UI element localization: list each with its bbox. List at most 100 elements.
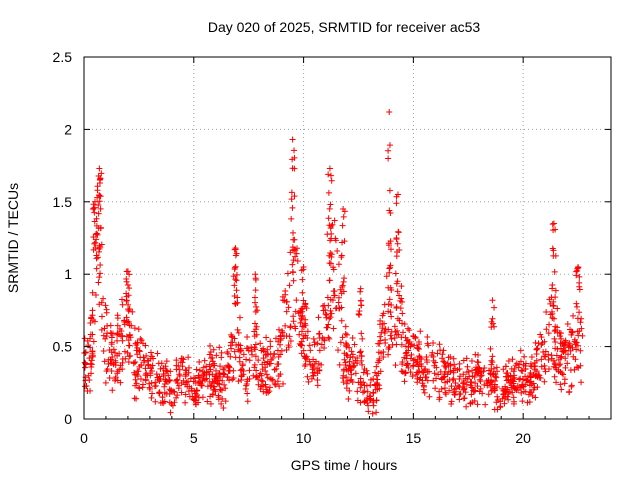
data-point xyxy=(112,374,119,381)
data-point xyxy=(440,358,447,365)
data-point xyxy=(102,379,109,386)
data-point xyxy=(244,334,251,341)
data-point xyxy=(155,360,162,367)
data-point xyxy=(456,366,463,373)
data-point xyxy=(138,337,145,344)
data-point xyxy=(224,374,231,381)
data-point xyxy=(512,362,519,369)
data-point xyxy=(182,399,189,406)
data-point xyxy=(386,187,393,194)
data-point xyxy=(95,202,102,209)
data-point xyxy=(97,244,104,251)
data-point xyxy=(487,384,494,391)
data-point xyxy=(463,381,470,388)
data-point xyxy=(556,362,563,369)
data-point xyxy=(522,365,529,372)
data-point xyxy=(340,372,347,379)
data-point xyxy=(291,165,298,172)
x-tick-label: 15 xyxy=(406,430,422,446)
data-point xyxy=(138,362,145,369)
data-point xyxy=(406,327,413,334)
data-point xyxy=(557,361,564,368)
data-point xyxy=(305,378,312,385)
data-point xyxy=(325,215,332,222)
data-point xyxy=(258,347,265,354)
data-point xyxy=(240,351,247,358)
data-point xyxy=(564,360,571,367)
data-point xyxy=(416,368,423,375)
data-point xyxy=(176,372,183,379)
data-point xyxy=(576,273,583,280)
data-point xyxy=(567,326,574,333)
data-point xyxy=(133,380,140,387)
data-point xyxy=(95,210,102,217)
data-point xyxy=(574,342,581,349)
data-point xyxy=(304,328,311,335)
data-point xyxy=(89,289,96,296)
y-tick-label: 1 xyxy=(64,266,72,282)
data-point xyxy=(137,354,144,361)
data-point xyxy=(98,326,105,333)
data-point xyxy=(96,165,103,172)
data-point xyxy=(388,302,395,309)
data-point xyxy=(160,365,167,372)
data-point xyxy=(552,345,559,352)
data-point xyxy=(341,275,348,282)
data-point xyxy=(213,367,219,374)
data-point xyxy=(329,221,336,228)
data-point xyxy=(173,394,180,401)
data-point xyxy=(95,279,102,286)
data-point xyxy=(577,347,584,354)
data-point xyxy=(290,257,297,264)
data-point xyxy=(173,377,180,384)
data-point xyxy=(287,324,294,331)
data-point xyxy=(398,368,405,375)
data-point xyxy=(101,358,108,365)
data-point xyxy=(401,378,408,385)
data-point xyxy=(230,367,237,374)
data-point xyxy=(339,282,346,289)
data-point xyxy=(232,354,239,361)
data-point xyxy=(332,305,339,312)
data-point xyxy=(106,347,113,354)
data-point xyxy=(441,359,448,366)
data-point xyxy=(465,368,472,375)
data-point xyxy=(289,204,296,211)
data-point xyxy=(421,367,428,374)
data-point xyxy=(438,385,445,392)
data-point xyxy=(455,382,462,389)
data-point xyxy=(406,338,413,345)
data-point xyxy=(568,331,575,338)
data-point xyxy=(264,374,271,381)
data-point xyxy=(345,365,352,372)
data-point xyxy=(456,360,463,367)
data-point xyxy=(203,363,210,370)
data-point xyxy=(472,369,479,376)
data-point xyxy=(316,347,323,354)
data-point xyxy=(157,365,164,372)
data-point xyxy=(338,304,345,311)
data-point xyxy=(508,384,515,391)
data-point xyxy=(485,391,492,398)
data-point xyxy=(565,344,572,351)
data-point xyxy=(562,337,569,344)
data-point xyxy=(536,374,543,381)
data-point xyxy=(182,381,189,388)
data-point xyxy=(304,334,311,341)
data-point xyxy=(316,367,323,374)
data-point xyxy=(535,371,542,378)
data-point xyxy=(337,339,344,346)
data-point xyxy=(124,319,131,326)
data-point xyxy=(97,224,104,231)
data-point xyxy=(198,382,205,389)
data-point xyxy=(387,332,394,339)
data-point xyxy=(261,359,268,366)
data-point xyxy=(124,268,131,275)
data-point xyxy=(463,403,470,410)
data-point xyxy=(575,263,582,270)
y-tick-label: 0 xyxy=(64,411,72,427)
data-point xyxy=(550,252,557,259)
data-point xyxy=(445,368,452,375)
data-point xyxy=(398,295,405,302)
data-point xyxy=(314,376,321,383)
